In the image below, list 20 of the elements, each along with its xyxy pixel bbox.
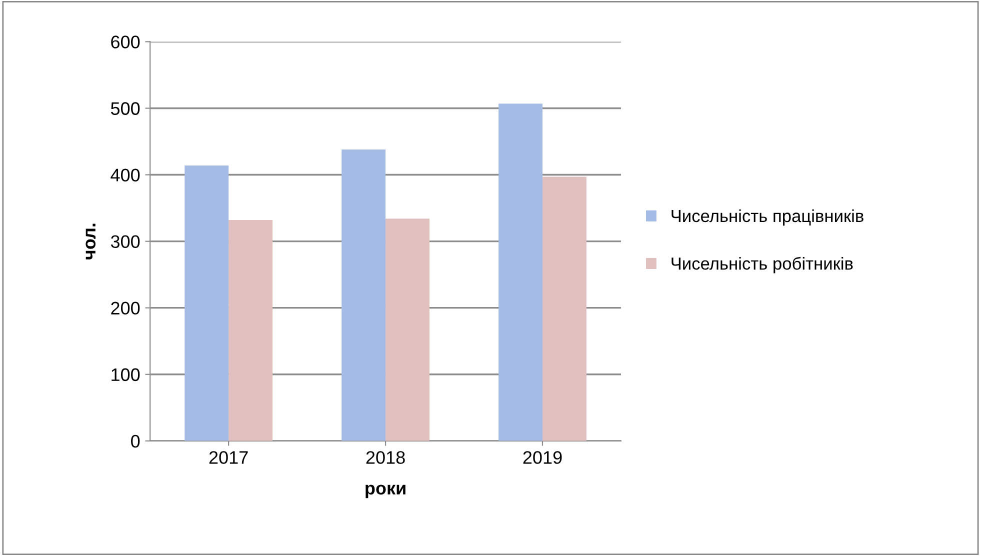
legend-label: Чисельність робітників bbox=[672, 256, 853, 274]
y-axis-title: чол. bbox=[86, 224, 96, 260]
y-tick-label: 300 bbox=[110, 235, 140, 248]
bar bbox=[498, 104, 542, 441]
bar bbox=[184, 165, 229, 441]
bar bbox=[228, 220, 273, 441]
y-tick-label: 400 bbox=[110, 168, 140, 182]
legend-label: Чисельність працівників bbox=[672, 209, 864, 226]
bar bbox=[542, 176, 586, 441]
x-tick-label: 2017 bbox=[209, 451, 248, 464]
x-tick-label: 2019 bbox=[523, 451, 562, 464]
y-tick-label: 100 bbox=[112, 368, 140, 382]
x-tick-label: 2018 bbox=[366, 451, 405, 464]
bar bbox=[386, 218, 430, 441]
y-tick-label: 500 bbox=[110, 102, 140, 115]
x-axis-title: роки bbox=[366, 484, 406, 498]
y-tick-label: 0 bbox=[131, 434, 140, 448]
y-tick-label: 600 bbox=[111, 36, 140, 48]
bar bbox=[342, 149, 386, 441]
y-tick-label: 200 bbox=[111, 302, 140, 315]
